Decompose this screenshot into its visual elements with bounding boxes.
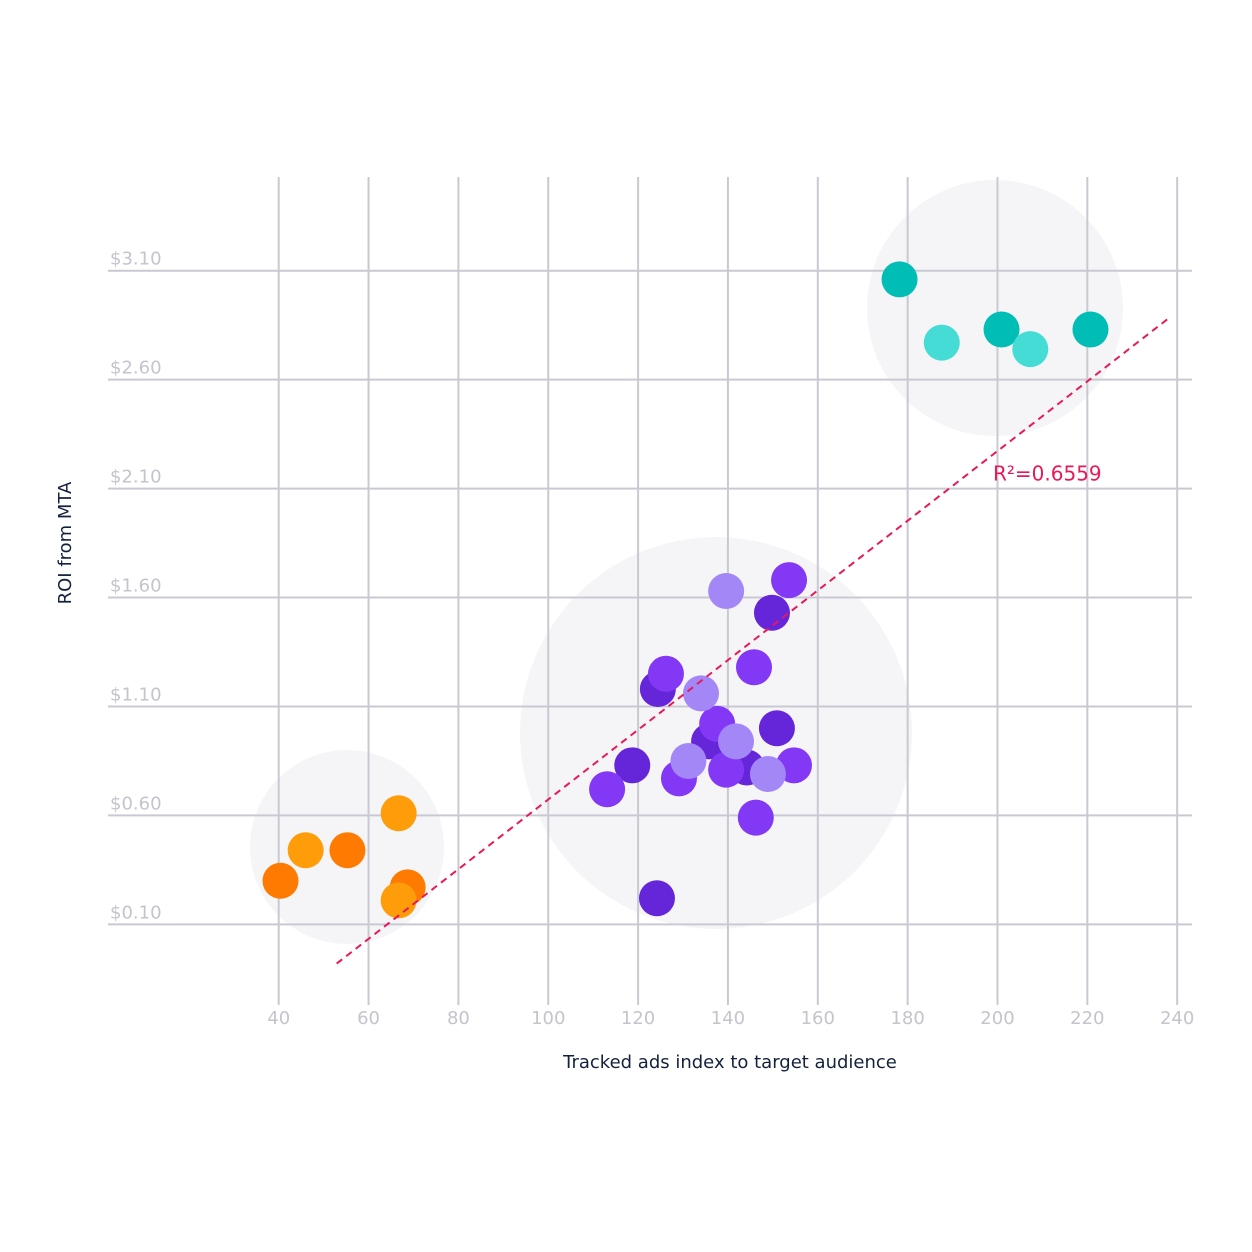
x-tick-label: 60 (357, 1008, 380, 1029)
x-tick-label: 100 (531, 1008, 565, 1029)
y-tick-label: $2.60 (110, 358, 162, 379)
point (262, 862, 299, 899)
x-axis-title: Tracked ads index to target audience (562, 1052, 897, 1073)
x-tick-label: 180 (890, 1008, 924, 1029)
x-tick-label: 140 (711, 1008, 745, 1029)
point (737, 799, 774, 836)
point (647, 655, 684, 692)
point (983, 311, 1020, 348)
x-tick-label: 220 (1070, 1008, 1104, 1029)
y-tick-label: $0.60 (110, 793, 162, 814)
y-tick-label: $0.10 (110, 902, 162, 923)
trend-label: R²=0.6559 (993, 462, 1102, 486)
point (380, 882, 417, 919)
point (1072, 311, 1109, 348)
x-tick-label: 240 (1160, 1008, 1194, 1029)
point (735, 649, 772, 686)
y-tick-label: $3.10 (110, 249, 162, 270)
y-tick-label: $2.10 (110, 467, 162, 488)
y-axis-title: ROI from MTA (55, 481, 76, 604)
point (329, 832, 366, 869)
point (380, 795, 417, 832)
point (708, 751, 745, 788)
point (682, 675, 719, 712)
point (589, 771, 626, 808)
x-tick-label: 120 (621, 1008, 655, 1029)
point (753, 594, 790, 631)
point (881, 261, 918, 298)
point (670, 742, 707, 779)
point (614, 747, 651, 784)
point (287, 832, 324, 869)
y-tick-label: $1.10 (110, 684, 162, 705)
point (638, 880, 675, 917)
point (749, 756, 786, 793)
y-tick-label: $1.60 (110, 576, 162, 597)
cluster-bg (867, 180, 1123, 436)
point (771, 562, 808, 599)
point (1012, 331, 1049, 368)
trend-line (336, 317, 1169, 965)
point (708, 573, 745, 609)
cluster-backgrounds (250, 180, 1123, 944)
x-tick-label: 160 (801, 1008, 835, 1029)
x-tick-label: 40 (267, 1008, 290, 1029)
x-tick-label: 200 (980, 1008, 1014, 1029)
x-tick-label: 80 (447, 1008, 470, 1029)
point (718, 723, 755, 760)
point (923, 324, 960, 361)
point (758, 710, 795, 747)
